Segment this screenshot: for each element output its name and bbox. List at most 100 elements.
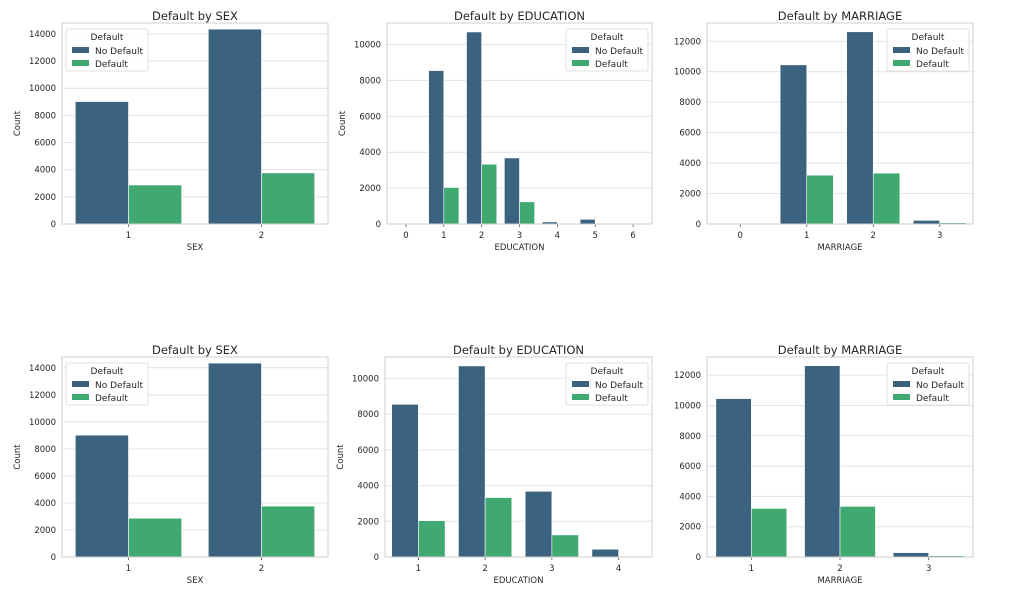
bar-no-default-3 (892, 552, 929, 558)
legend-swatch-no-default (72, 381, 89, 387)
bar-default-2 (261, 505, 316, 558)
x-tick-label: 1 (416, 564, 421, 574)
y-tick-label: 2000 (359, 184, 381, 194)
chart-title: Default by SEX (152, 343, 238, 357)
y-tick-label: 4000 (357, 482, 379, 492)
plot-frame (386, 22, 653, 225)
chart-default-by-education-bottom: 0 2000 4000 6000 8000 10000 1 2 3 4 Default by EDU… (336, 343, 653, 586)
legend-label: Default (916, 60, 949, 70)
bar-default-1 (128, 184, 183, 225)
x-axis-label: EDUCATION (495, 243, 545, 253)
x-tick-label: 3 (549, 564, 554, 574)
bar-no-default-3 (504, 157, 520, 225)
y-tick-label: 2000 (34, 526, 56, 536)
y-tick-label: 4000 (679, 159, 701, 169)
x-axis-label: SEX (187, 576, 204, 586)
x-tick-label: 3 (926, 564, 931, 574)
y-tick-label: 8000 (357, 410, 379, 420)
bar-default-1 (806, 174, 834, 225)
chart-title: Default by SEX (152, 9, 238, 23)
y-tick-label: 12000 (674, 37, 701, 47)
legend: Default No Default Default (565, 362, 649, 406)
y-tick-label: 6000 (679, 462, 701, 472)
y-tick-label: 10000 (352, 374, 379, 384)
bar-default-1 (443, 187, 460, 225)
chart-title: Default by MARRIAGE (778, 343, 902, 357)
bar-default-2 (481, 163, 498, 225)
chart-title: Default by EDUCATION (454, 9, 585, 23)
x-tick-label: 1 (126, 231, 131, 241)
y-tick-label: 10000 (674, 401, 701, 411)
y-tick-label: 6000 (679, 129, 701, 139)
y-tick-label: 10000 (29, 418, 56, 428)
legend-label: Default (916, 394, 949, 404)
y-tick-label: 0 (696, 553, 701, 563)
bar-no-default-2 (466, 31, 482, 225)
x-tick-label: 1 (804, 231, 809, 241)
x-tick-label: 3 (937, 231, 942, 241)
bar-no-default-1 (391, 404, 419, 558)
x-tick-label: 2 (479, 231, 484, 241)
legend: Default No Default Default (886, 28, 970, 72)
y-tick-label: 0 (374, 553, 379, 563)
bar-no-default-1 (75, 101, 129, 225)
legend: Default No Default Default (886, 362, 970, 406)
legend: Default No Default Default (65, 362, 149, 406)
y-axis-label: Count (13, 444, 23, 470)
legend-title: Default (912, 367, 945, 377)
x-tick-label: 2 (259, 564, 264, 574)
x-axis-label: EDUCATION (494, 576, 544, 586)
bar-default-2 (872, 172, 901, 225)
x-tick-label: 4 (616, 564, 621, 574)
bar-default-2 (484, 497, 513, 558)
y-tick-label: 8000 (34, 111, 56, 121)
x-tick-label: 5 (593, 231, 598, 241)
legend-label: Default (595, 394, 628, 404)
bar-no-default-1 (779, 64, 808, 225)
bar-no-default-2 (804, 365, 841, 558)
legend-label: Default (95, 394, 128, 404)
bar-default-3 (519, 201, 535, 225)
legend-swatch-no-default (572, 47, 589, 53)
x-tick-label: 1 (749, 564, 754, 574)
bar-no-default-3 (524, 490, 553, 558)
x-tick-label: 0 (738, 231, 743, 241)
legend-swatch-no-default (72, 47, 89, 53)
x-tick-label: 2 (259, 231, 264, 241)
legend-label: Default (595, 60, 628, 70)
plot-frame (61, 356, 329, 558)
y-tick-label: 8000 (679, 98, 701, 108)
y-tick-label: 10000 (674, 68, 701, 78)
y-tick-label: 10000 (354, 41, 381, 51)
x-tick-label: 4 (555, 231, 560, 241)
chart-default-by-marriage-bottom: 0 2000 4000 6000 8000 10000 12000 1 2 3 Default by… (674, 343, 974, 586)
legend-label: No Default (95, 381, 143, 391)
y-tick-label: 4000 (34, 499, 56, 509)
bar-no-default-3 (912, 220, 941, 225)
plot-frame (706, 22, 974, 225)
bar-no-default-2 (208, 362, 262, 558)
chart-default-by-sex-bottom: 0 2000 4000 6000 8000 10000 12000 14000 1 2 Defaul… (13, 343, 329, 586)
y-tick-label: 0 (376, 220, 381, 230)
y-tick-label: 12000 (29, 391, 56, 401)
bar-no-default-2 (458, 365, 486, 558)
legend-label: Default (95, 60, 128, 70)
legend-title: Default (91, 367, 124, 377)
y-tick-label: 12000 (29, 57, 56, 67)
y-tick-label: 2000 (34, 193, 56, 203)
y-tick-label: 0 (51, 553, 56, 563)
legend-swatch-default (572, 60, 589, 66)
legend-title: Default (591, 367, 624, 377)
chart-default-by-sex-top: 0 2000 4000 6000 8000 10000 12000 14000 1 2 Defaul… (13, 9, 329, 253)
legend-swatch-no-default (893, 381, 910, 387)
y-axis-label: Count (13, 110, 23, 136)
y-tick-label: 2000 (357, 517, 379, 527)
bar-default-2 (839, 506, 876, 558)
bar-default-1 (418, 520, 446, 558)
y-tick-label: 6000 (34, 139, 56, 149)
y-tick-label: 10000 (29, 84, 56, 94)
y-tick-label: 4000 (34, 166, 56, 176)
y-tick-label: 8000 (34, 445, 56, 455)
y-tick-label: 0 (696, 220, 701, 230)
bar-no-default-5 (579, 218, 596, 225)
